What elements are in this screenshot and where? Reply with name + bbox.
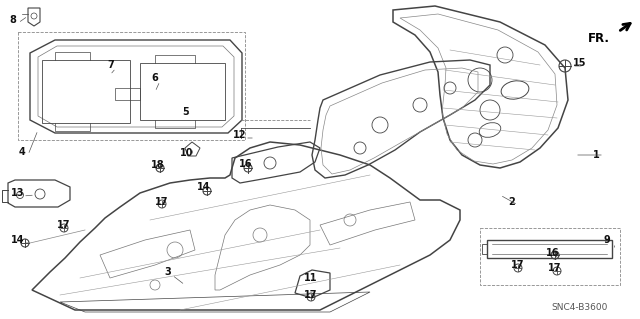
Text: 17: 17 [57, 220, 71, 230]
Text: 15: 15 [573, 58, 587, 68]
Text: 16: 16 [547, 248, 560, 258]
Text: SNC4-B3600: SNC4-B3600 [552, 303, 608, 313]
Text: 9: 9 [604, 235, 611, 245]
Text: 8: 8 [10, 15, 17, 25]
Text: FR.: FR. [588, 32, 610, 45]
Text: 7: 7 [108, 60, 115, 70]
Text: 4: 4 [19, 147, 26, 157]
Text: 17: 17 [304, 290, 317, 300]
Text: 16: 16 [239, 159, 253, 169]
Text: 3: 3 [164, 267, 172, 277]
Text: 14: 14 [197, 182, 211, 192]
Text: 17: 17 [548, 263, 562, 273]
Text: 10: 10 [180, 148, 194, 158]
Text: 17: 17 [511, 260, 525, 270]
Text: 12: 12 [233, 130, 247, 140]
Text: 6: 6 [152, 73, 158, 83]
Text: 11: 11 [304, 273, 317, 283]
Text: 17: 17 [156, 197, 169, 207]
Text: 1: 1 [593, 150, 600, 160]
Text: 5: 5 [182, 107, 189, 117]
Text: 18: 18 [151, 160, 165, 170]
Text: 14: 14 [12, 235, 25, 245]
Text: 2: 2 [509, 197, 515, 207]
Text: 13: 13 [12, 188, 25, 198]
